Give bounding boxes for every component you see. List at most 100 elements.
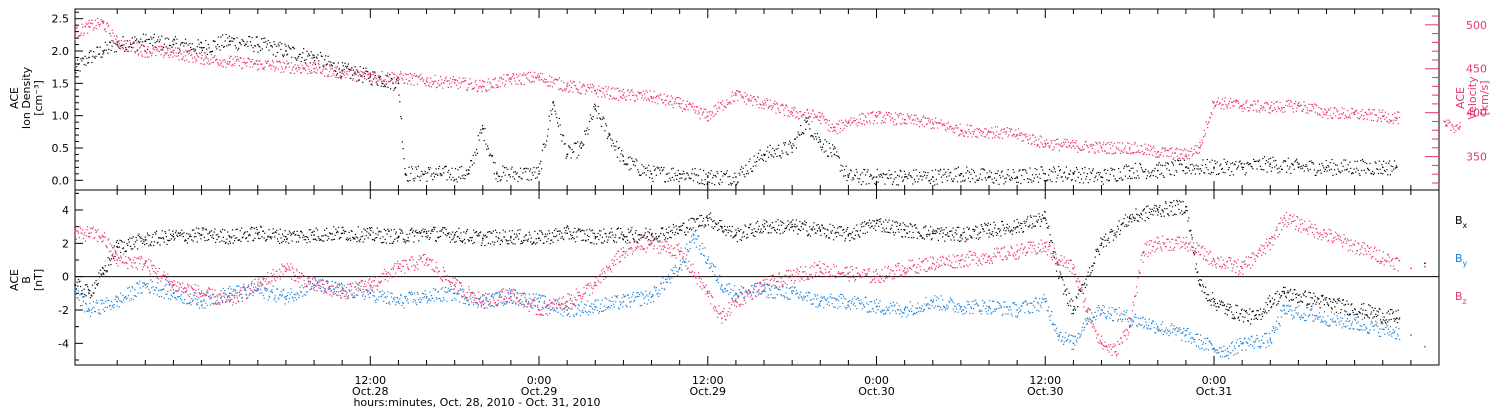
bx-series-sample bbox=[770, 232, 772, 234]
velocity-series-sample bbox=[1169, 148, 1171, 150]
bx-series-sample bbox=[140, 240, 142, 242]
bx-series-sample bbox=[104, 265, 106, 267]
velocity-series-sample bbox=[560, 87, 562, 90]
velocity-series-sample bbox=[279, 60, 281, 62]
velocity-series-sample bbox=[1375, 114, 1378, 116]
density-series-sample bbox=[438, 168, 440, 170]
velocity-series-sample bbox=[889, 115, 891, 117]
density-series-sample bbox=[1021, 174, 1023, 177]
density-series-sample bbox=[937, 170, 939, 172]
density-series-sample bbox=[404, 167, 406, 170]
velocity-series-sample bbox=[664, 99, 666, 102]
velocity-series-sample bbox=[1365, 111, 1367, 114]
bx-series-sample bbox=[251, 227, 253, 229]
density-tick-label: 0.0 bbox=[52, 174, 70, 187]
density-series-sample bbox=[1229, 174, 1231, 177]
bx-series-sample bbox=[314, 238, 317, 240]
density-series-point bbox=[735, 176, 737, 178]
density-series-sample bbox=[1333, 162, 1335, 164]
velocity-series-sample bbox=[112, 32, 114, 34]
bx-series-sample bbox=[324, 234, 326, 236]
density-series-sample bbox=[1022, 169, 1024, 171]
velocity-series-sample bbox=[946, 123, 948, 125]
density-series-sample bbox=[714, 175, 716, 177]
bx-series-sample bbox=[801, 223, 803, 225]
velocity-series-sample bbox=[683, 108, 685, 110]
velocity-series-sample bbox=[549, 85, 551, 87]
density-series-sample bbox=[1378, 160, 1380, 162]
bx-series-sample bbox=[521, 242, 523, 244]
velocity-series-sample bbox=[860, 122, 862, 124]
density-series-sample bbox=[509, 176, 511, 178]
velocity-series-sample bbox=[1152, 154, 1154, 156]
velocity-series-sample bbox=[574, 84, 576, 86]
velocity-series-sample bbox=[414, 75, 416, 77]
velocity-series-sample bbox=[1332, 117, 1334, 119]
velocity-series-sample bbox=[1088, 151, 1090, 153]
density-series-sample bbox=[290, 48, 292, 50]
bx-series-sample bbox=[685, 234, 687, 236]
bx-series-sample bbox=[528, 231, 530, 233]
velocity-series-point bbox=[1353, 113, 1356, 116]
density-series-sample bbox=[1324, 168, 1326, 171]
bx-series-sample bbox=[518, 233, 520, 235]
velocity-series-sample bbox=[1356, 109, 1358, 111]
density-series-sample bbox=[971, 168, 973, 170]
velocity-series-sample bbox=[1046, 142, 1048, 144]
bx-series-sample bbox=[235, 228, 237, 231]
density-series-sample bbox=[454, 167, 457, 170]
density-series-sample bbox=[355, 73, 357, 75]
velocity-series-sample bbox=[975, 135, 977, 138]
velocity-series-sample bbox=[1389, 121, 1392, 123]
velocity-series-sample bbox=[127, 47, 130, 49]
velocity-series-sample bbox=[657, 95, 660, 97]
velocity-series-sample bbox=[1276, 100, 1278, 103]
density-series-sample bbox=[920, 175, 922, 177]
velocity-series-sample bbox=[1208, 120, 1210, 123]
bx-series-sample bbox=[570, 234, 572, 236]
density-series-sample bbox=[1343, 159, 1345, 161]
bx-series-sample bbox=[90, 294, 92, 296]
density-series-sample bbox=[876, 168, 878, 171]
density-series-sample bbox=[1251, 166, 1253, 168]
density-series-sample bbox=[171, 46, 173, 48]
velocity-series-sample bbox=[1086, 145, 1089, 147]
density-series-sample bbox=[1175, 169, 1177, 172]
density-series-sample bbox=[743, 173, 745, 176]
velocity-series-sample bbox=[848, 121, 850, 124]
density-series-sample bbox=[272, 54, 274, 56]
velocity-series-sample bbox=[1176, 155, 1179, 157]
density-series-sample bbox=[622, 155, 625, 157]
density-series-sample bbox=[703, 183, 706, 186]
velocity-series-sample bbox=[927, 117, 929, 119]
bx-series-sample bbox=[799, 220, 801, 223]
density-series-sample bbox=[1044, 180, 1046, 182]
density-series-sample bbox=[1303, 170, 1305, 172]
velocity-series-sample bbox=[835, 130, 837, 132]
velocity-series-sample bbox=[868, 113, 870, 115]
density-series-sample bbox=[98, 53, 100, 55]
density-series-point bbox=[819, 140, 822, 143]
velocity-series-sample bbox=[75, 27, 78, 29]
density-series-point bbox=[608, 134, 611, 136]
velocity-series-sample bbox=[1262, 106, 1264, 108]
velocity-series-sample bbox=[975, 136, 977, 138]
density-series-sample bbox=[1204, 172, 1206, 174]
bx-series-sample bbox=[333, 238, 336, 240]
field-tick-label: 2 bbox=[62, 237, 69, 250]
density-series-sample bbox=[103, 49, 106, 51]
bx-series-sample bbox=[689, 227, 691, 229]
velocity-series-sample bbox=[1045, 144, 1047, 146]
velocity-series-sample bbox=[292, 67, 294, 69]
velocity-series-sample bbox=[1138, 152, 1141, 154]
velocity-series-sample bbox=[1015, 129, 1017, 131]
bx-series-sample bbox=[152, 233, 154, 236]
velocity-series-point bbox=[960, 129, 962, 132]
bx-series-sample bbox=[378, 231, 380, 233]
velocity-series-sample bbox=[1145, 153, 1148, 156]
density-series-sample bbox=[1217, 173, 1219, 175]
bx-series-sample bbox=[642, 236, 644, 238]
bx-series-sample bbox=[99, 269, 101, 271]
density-series-sample bbox=[467, 169, 469, 171]
velocity-series-sample bbox=[702, 111, 705, 113]
